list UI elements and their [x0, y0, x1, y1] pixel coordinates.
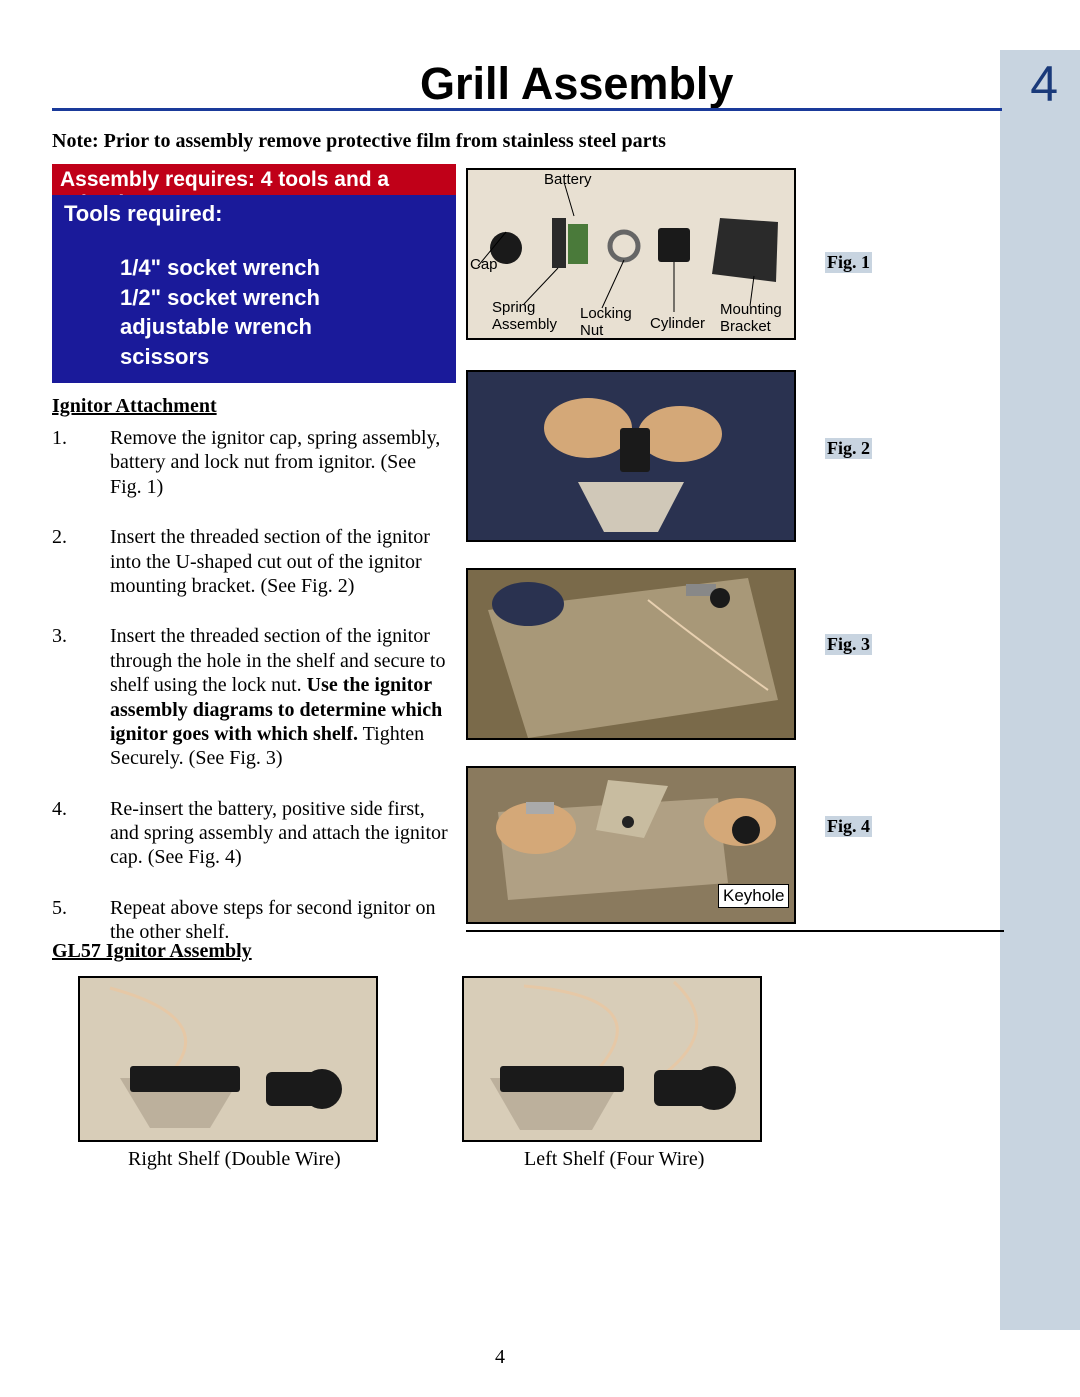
figure-label-2: Fig. 2	[825, 438, 872, 459]
step-row: 4. Re-insert the battery, positive side …	[52, 797, 452, 870]
page-number-footer: 4	[0, 1346, 1000, 1369]
figure-right-shelf	[78, 976, 378, 1142]
step-number: 3.	[52, 624, 110, 770]
step-number: 4.	[52, 797, 110, 870]
step-number: 2.	[52, 525, 110, 598]
note-text: Note: Prior to assembly remove protectiv…	[52, 130, 666, 153]
figure-2-svg	[468, 372, 794, 540]
part-label-battery: Battery	[544, 172, 592, 189]
figure-label-4: Fig. 4	[825, 816, 872, 837]
part-label-cap: Cap	[470, 257, 498, 274]
sidebar-band	[1000, 50, 1080, 1330]
step-row: 3. Insert the threaded section of the ig…	[52, 624, 452, 770]
tool-item: scissors	[120, 342, 444, 372]
step-number: 5.	[52, 896, 110, 945]
part-label-cylinder: Cylinder	[650, 316, 705, 333]
caption-right-shelf: Right Shelf (Double Wire)	[128, 1148, 341, 1171]
caption-left-shelf: Left Shelf (Four Wire)	[524, 1148, 704, 1171]
divider-rule	[466, 930, 1004, 932]
tools-box: Tools required: 1/4" socket wrench 1/2" …	[52, 195, 456, 383]
figure-3	[466, 568, 796, 740]
figure-left-shelf	[462, 976, 762, 1142]
step-body: Re-insert the battery, positive side fir…	[110, 797, 452, 870]
part-label-bracket: Mounting Bracket	[720, 302, 782, 335]
figure-right-shelf-svg	[80, 978, 376, 1140]
section-heading-gl57: GL57 Ignitor Assembly	[52, 940, 252, 963]
step-number: 1.	[52, 426, 110, 499]
step-body: Repeat above steps for second ignitor on…	[110, 896, 452, 945]
step-row: 5. Repeat above steps for second ignitor…	[52, 896, 452, 945]
step-row: 1. Remove the ignitor cap, spring assemb…	[52, 426, 452, 499]
section-number: 4	[1030, 55, 1058, 113]
step-body: Insert the threaded section of the ignit…	[110, 525, 452, 598]
keyhole-label: Keyhole	[718, 884, 789, 908]
steps-list: 1. Remove the ignitor cap, spring assemb…	[52, 426, 452, 971]
step-row: 2. Insert the threaded section of the ig…	[52, 525, 452, 598]
figure-label-1: Fig. 1	[825, 252, 872, 273]
page-title: Grill Assembly	[420, 58, 733, 110]
tools-heading: Tools required:	[64, 201, 444, 227]
figure-2	[466, 370, 796, 542]
section-heading-ignitor: Ignitor Attachment	[52, 395, 217, 418]
tool-item: adjustable wrench	[120, 312, 444, 342]
figure-label-3: Fig. 3	[825, 634, 872, 655]
step-body: Insert the threaded section of the ignit…	[110, 624, 452, 770]
tool-item: 1/4" socket wrench	[120, 253, 444, 283]
figure-3-svg	[468, 570, 794, 738]
tool-item: 1/2" socket wrench	[120, 283, 444, 313]
figure-left-shelf-svg	[464, 978, 760, 1140]
title-rule	[52, 108, 1002, 111]
part-label-spring: Spring Assembly	[492, 300, 557, 333]
part-label-locknut: Locking Nut	[580, 306, 632, 339]
step-body: Remove the ignitor cap, spring assembly,…	[110, 426, 452, 499]
tools-list: 1/4" socket wrench 1/2" socket wrench ad…	[120, 253, 444, 372]
